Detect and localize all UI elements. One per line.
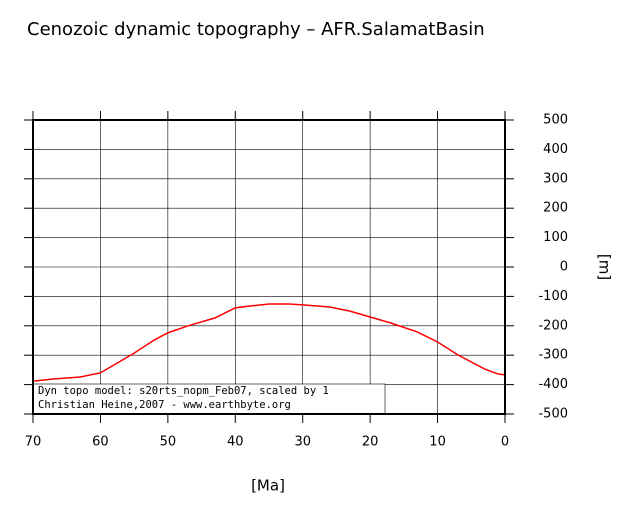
x-tick-label: 60 [92,435,109,450]
x-tick-label: 50 [160,435,177,450]
y-tick-label: 500 [543,113,568,128]
x-tick-label: 10 [429,435,446,450]
y-tick-label: 100 [543,230,568,245]
y-tick-label: 0 [560,260,568,275]
y-tick-label: -400 [538,377,568,392]
y-tick-label: 300 [543,171,568,186]
x-axis-label: [Ma] [251,477,285,495]
y-tick-label: -500 [538,407,568,422]
x-tick-label: 30 [294,435,311,450]
x-tick-label: 40 [227,435,244,450]
y-tick-label: -100 [538,289,568,304]
y-axis-label: [m] [596,254,614,280]
y-tick-label: 200 [543,201,568,216]
data-line [32,303,506,382]
annotation: Dyn topo model: s20rts_nopm_Feb07, scale… [38,385,329,397]
x-tick-label: 20 [362,435,379,450]
y-tick-label: -200 [538,318,568,333]
plot-frame [32,119,506,415]
x-tick-label: 0 [501,435,509,450]
chart-title: Cenozoic dynamic topography – AFR.Salama… [27,19,485,40]
annotation: Christian Heine,2007 - www.earthbyte.org [38,399,291,411]
y-tick-label: -300 [538,348,568,363]
y-tick-label: 400 [543,142,568,157]
x-tick-label: 70 [25,435,42,450]
